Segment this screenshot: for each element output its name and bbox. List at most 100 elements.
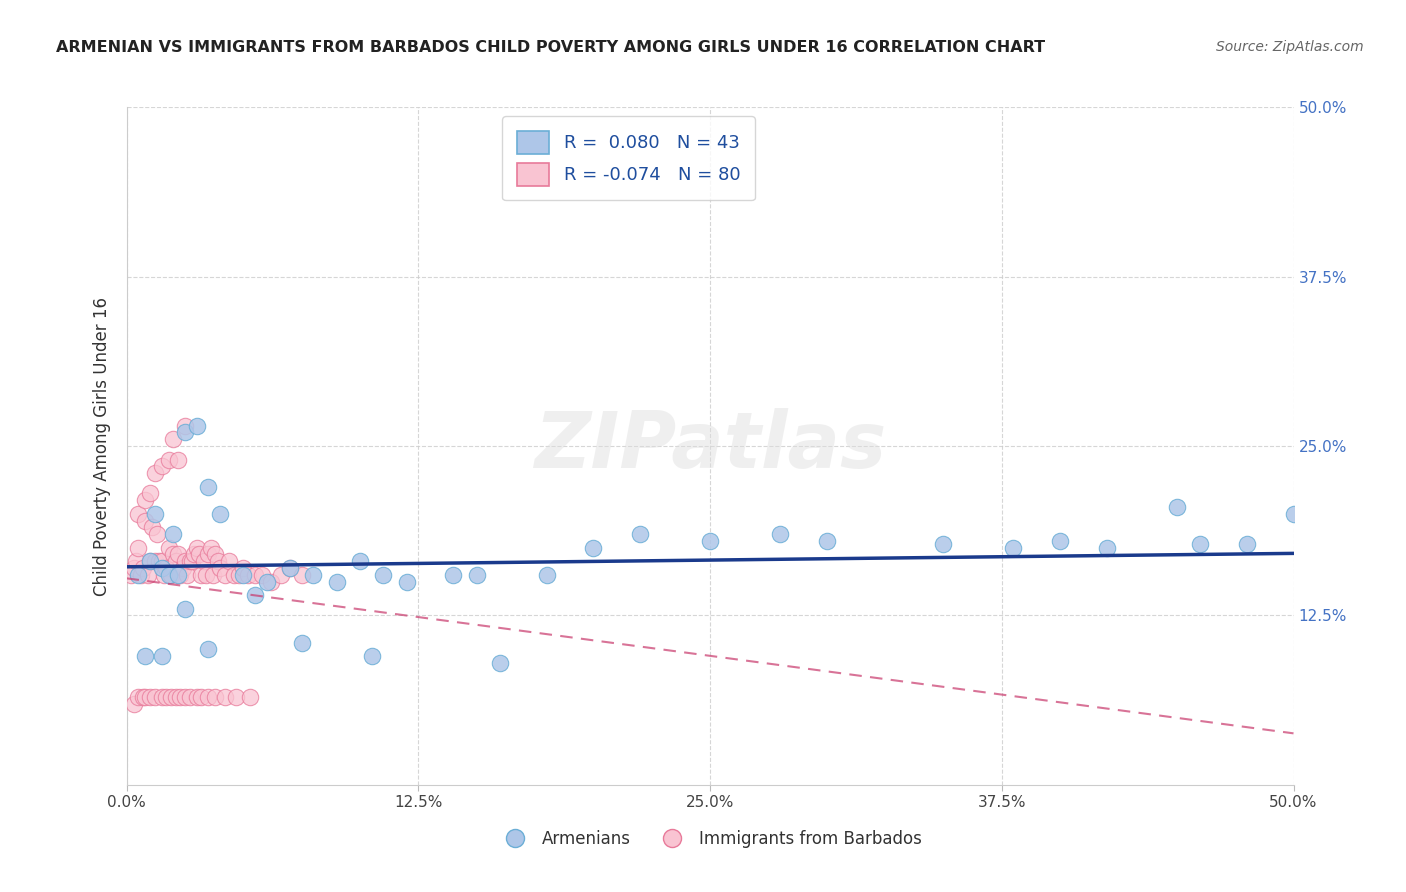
Point xyxy=(127,507,149,521)
Point xyxy=(139,554,162,568)
Point xyxy=(134,649,156,664)
Text: ZIPatlas: ZIPatlas xyxy=(534,408,886,484)
Point xyxy=(194,567,217,582)
Point xyxy=(150,690,173,704)
Point xyxy=(250,567,273,582)
Point xyxy=(169,690,191,704)
Point xyxy=(127,541,149,555)
Point xyxy=(174,601,197,615)
Point xyxy=(207,554,229,568)
Point xyxy=(260,574,283,589)
Point xyxy=(160,690,183,704)
Point xyxy=(143,507,166,521)
Text: ARMENIAN VS IMMIGRANTS FROM BARBADOS CHILD POVERTY AMONG GIRLS UNDER 16 CORRELAT: ARMENIAN VS IMMIGRANTS FROM BARBADOS CHI… xyxy=(56,40,1046,55)
Point xyxy=(218,554,240,568)
Point xyxy=(1236,536,1258,550)
Point xyxy=(122,697,145,711)
Point xyxy=(150,561,173,575)
Point xyxy=(395,574,418,589)
Point xyxy=(167,452,190,467)
Point xyxy=(139,554,162,568)
Point xyxy=(197,480,219,494)
Point xyxy=(127,567,149,582)
Point xyxy=(1282,507,1305,521)
Point xyxy=(536,567,558,582)
Point xyxy=(225,690,247,704)
Point xyxy=(628,527,651,541)
Point xyxy=(125,554,148,568)
Point xyxy=(186,690,208,704)
Point xyxy=(222,567,245,582)
Point xyxy=(174,425,197,440)
Point xyxy=(143,690,166,704)
Point xyxy=(150,649,173,664)
Point xyxy=(143,466,166,480)
Point xyxy=(179,690,201,704)
Point xyxy=(582,541,605,555)
Point xyxy=(441,567,464,582)
Point xyxy=(132,561,155,575)
Point xyxy=(325,574,347,589)
Point xyxy=(157,541,180,555)
Point xyxy=(180,554,202,568)
Point xyxy=(214,690,236,704)
Point xyxy=(169,567,191,582)
Point xyxy=(165,690,187,704)
Point xyxy=(232,561,254,575)
Point xyxy=(167,567,190,582)
Point xyxy=(176,567,198,582)
Point xyxy=(232,567,254,582)
Point xyxy=(1002,541,1025,555)
Point xyxy=(197,548,219,562)
Point xyxy=(190,690,212,704)
Point xyxy=(769,527,792,541)
Point xyxy=(179,554,201,568)
Point xyxy=(208,507,231,521)
Point xyxy=(360,649,382,664)
Point xyxy=(129,567,152,582)
Point xyxy=(243,567,266,582)
Point xyxy=(200,541,222,555)
Point xyxy=(236,567,259,582)
Point xyxy=(214,567,236,582)
Point xyxy=(136,567,159,582)
Point xyxy=(186,541,208,555)
Point xyxy=(134,493,156,508)
Point xyxy=(139,486,162,500)
Point xyxy=(146,527,169,541)
Point xyxy=(150,459,173,474)
Point xyxy=(256,574,278,589)
Point xyxy=(132,690,155,704)
Point xyxy=(157,452,180,467)
Point xyxy=(141,520,163,534)
Point xyxy=(270,567,292,582)
Point xyxy=(150,554,173,568)
Point xyxy=(157,567,180,582)
Point xyxy=(278,561,301,575)
Point xyxy=(932,536,955,550)
Point xyxy=(197,690,219,704)
Point xyxy=(174,418,197,433)
Point xyxy=(134,690,156,704)
Point xyxy=(349,554,371,568)
Point xyxy=(290,635,312,649)
Point xyxy=(239,690,262,704)
Point xyxy=(155,690,177,704)
Point xyxy=(1166,500,1188,514)
Point xyxy=(815,533,838,548)
Point xyxy=(190,567,212,582)
Point xyxy=(193,554,215,568)
Point xyxy=(1189,536,1212,550)
Point xyxy=(373,567,395,582)
Point xyxy=(134,514,156,528)
Point xyxy=(204,548,226,562)
Point xyxy=(160,567,183,582)
Text: Source: ZipAtlas.com: Source: ZipAtlas.com xyxy=(1216,40,1364,54)
Point xyxy=(489,656,512,670)
Point xyxy=(290,567,312,582)
Point xyxy=(172,561,194,575)
Point xyxy=(120,567,142,582)
Point xyxy=(155,561,177,575)
Point xyxy=(302,567,325,582)
Point xyxy=(187,548,209,562)
